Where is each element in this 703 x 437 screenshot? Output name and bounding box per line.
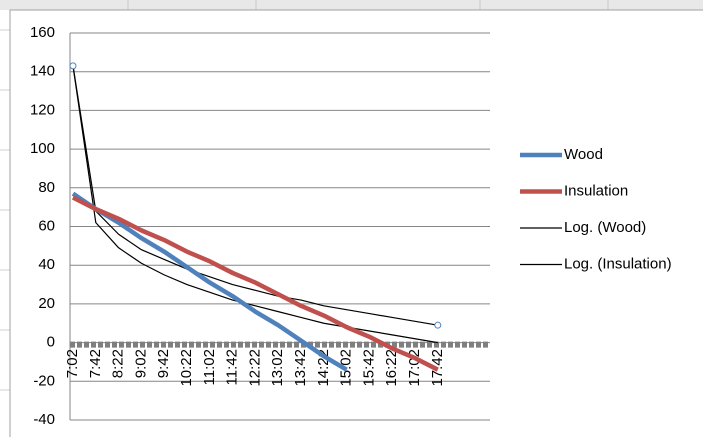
x-tick-label: 9:02 [132,349,149,378]
y-tick-label: 20 [38,295,55,312]
legend-label: Insulation [564,182,628,199]
x-tick-label: 13:42 [292,349,309,387]
legend-label: Log. (Insulation) [564,255,672,272]
legend-label: Wood [564,146,603,163]
y-tick-label: -20 [33,372,55,389]
y-tick-label: 80 [38,179,55,196]
x-tick-label: 11:42 [224,349,241,385]
x-tick-label: 11:02 [201,349,218,385]
x-tick-label: 7:42 [87,349,104,378]
series-line [71,195,439,372]
series-line [72,65,438,344]
legend-label: Log. (Wood) [564,219,646,236]
y-tick-label: 100 [30,140,55,157]
x-tick-label: 9:42 [155,349,172,378]
trend-end-marker [434,321,442,329]
series-line [71,191,348,372]
y-tick-label: 60 [38,217,55,234]
y-tick-label: 0 [47,334,55,351]
trend-start-marker [69,62,77,70]
x-tick-label: 12:22 [246,349,263,387]
x-tick-label: 7:02 [64,349,81,378]
x-tick-label: 16:22 [383,349,400,387]
x-tick-label: 15:42 [360,349,377,387]
y-tick-label: 160 [30,24,55,41]
x-tick-label: 10:22 [178,349,195,387]
x-tick-label: 8:22 [110,349,127,378]
y-tick-label: 120 [30,101,55,118]
x-tick-label: 13:02 [269,349,286,387]
y-tick-label: 40 [38,256,55,273]
y-tick-label: 140 [30,63,55,80]
y-tick-label: -40 [33,411,55,428]
series-line [72,65,438,326]
